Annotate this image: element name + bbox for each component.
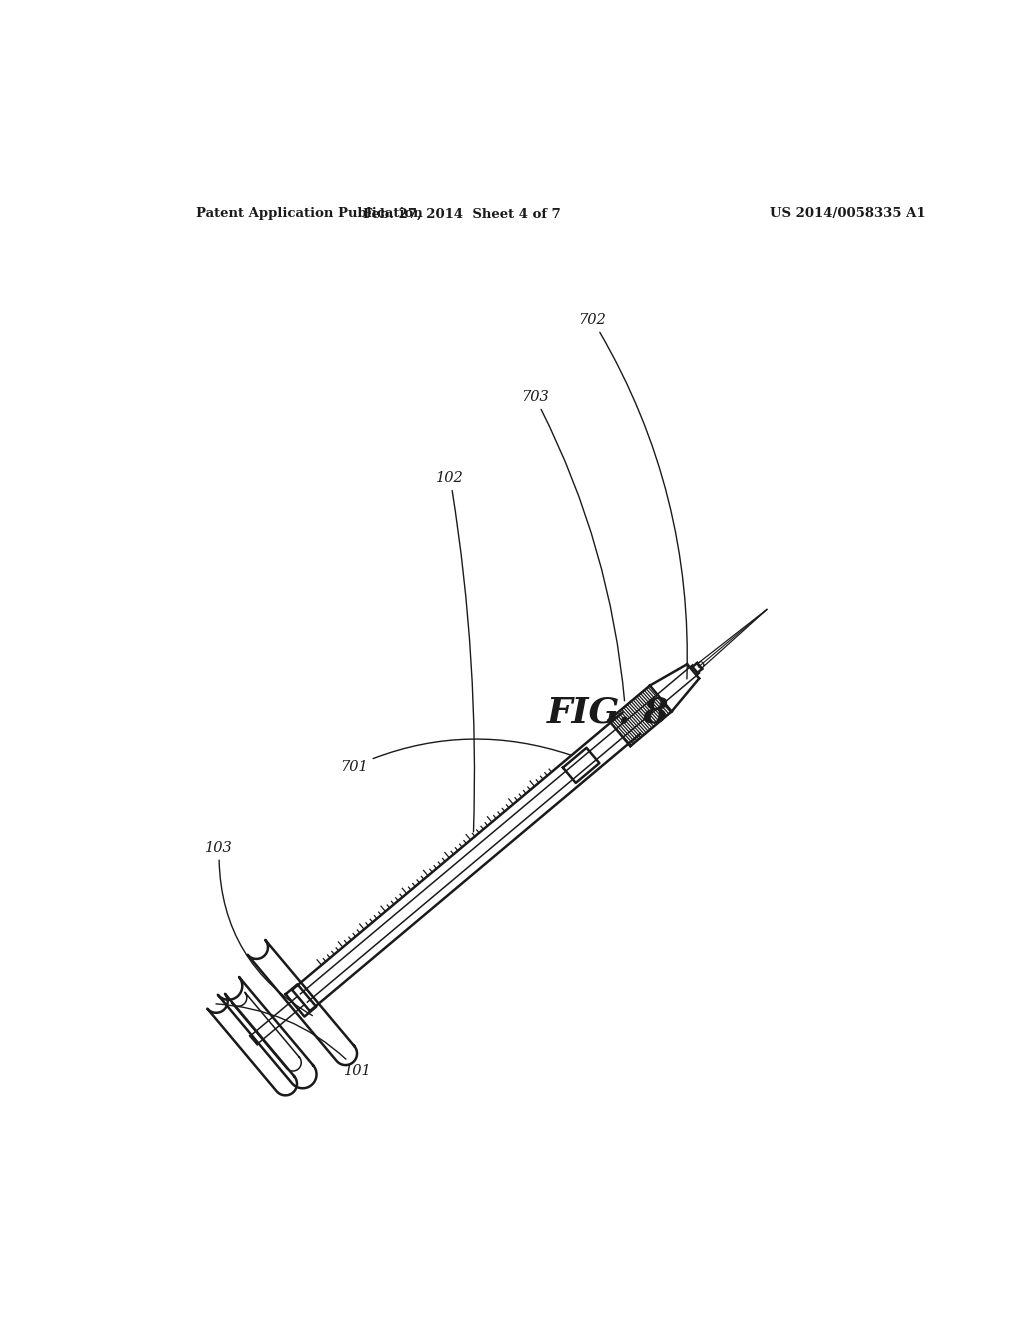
Text: US 2014/0058335 A1: US 2014/0058335 A1	[770, 207, 926, 220]
Text: 702: 702	[579, 313, 687, 678]
Text: 103: 103	[205, 841, 312, 1015]
Text: 703: 703	[521, 391, 625, 701]
Text: FIG. 8: FIG. 8	[547, 696, 670, 730]
Text: Patent Application Publication: Patent Application Publication	[196, 207, 423, 220]
Text: 102: 102	[436, 471, 474, 832]
Text: Feb. 27, 2014  Sheet 4 of 7: Feb. 27, 2014 Sheet 4 of 7	[362, 207, 560, 220]
Text: 701: 701	[340, 739, 570, 774]
Text: 101: 101	[216, 1005, 372, 1078]
